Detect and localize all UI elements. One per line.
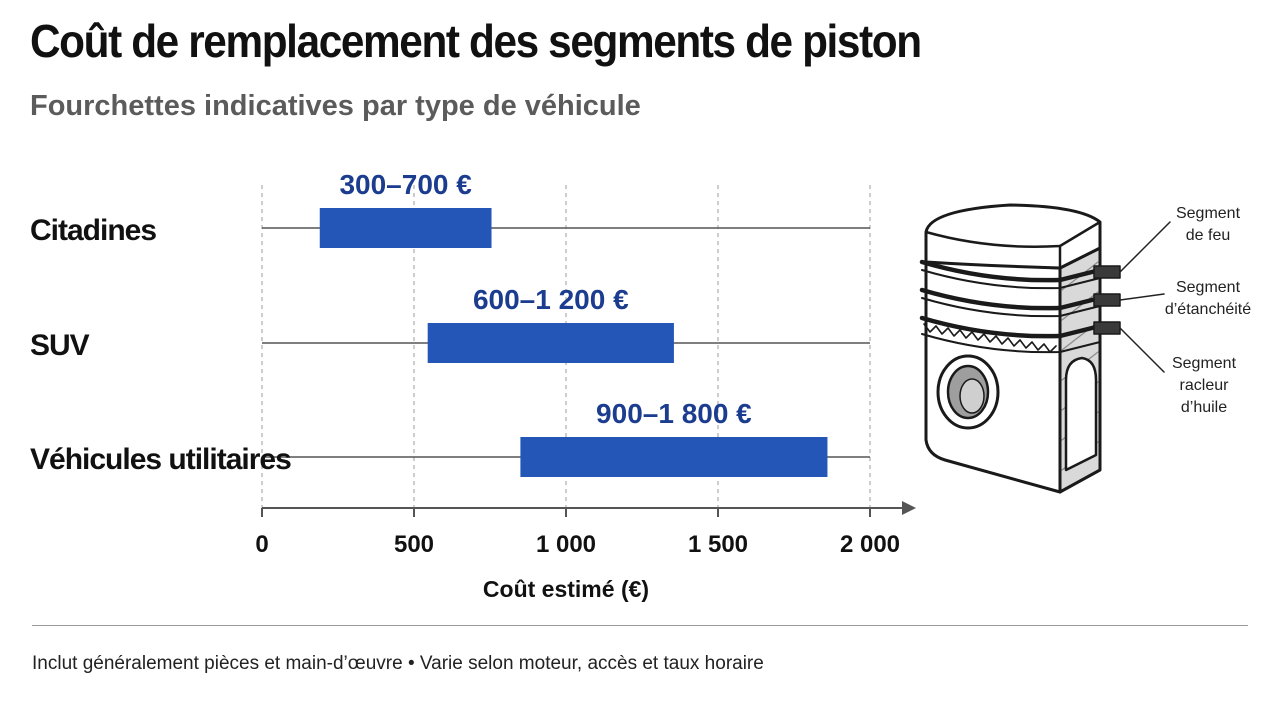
x-tick-label: 2 000 [840,531,900,558]
range-bar [520,437,828,477]
range-label: 300–700 € [339,169,472,200]
category-label: Véhicules utilitaires [30,443,291,476]
range-label: 600–1 200 € [473,284,629,315]
x-axis-title: Coût estimé (€) [483,576,649,602]
x-tick-label: 1 000 [536,531,596,558]
x-axis-arrow [902,501,916,515]
x-tick-label: 0 [255,531,268,558]
range-bar [319,208,492,248]
piston-labels: Segment de feu Segment d’étanchéité Segment r… [1165,205,1251,416]
x-tick-label: 500 [394,531,434,558]
range-label: 900–1 800 € [596,398,752,429]
chart-title: Coût de remplacement des segments de pis… [30,15,922,67]
footnote: Inclut généralement pièces et main-d’œuv… [32,653,764,674]
piston-icon [919,203,1171,494]
category-label: Citadines [30,214,156,247]
piston-label-etancheite: Segment d’étanchéité [1165,279,1251,318]
range-bar [427,323,674,363]
piston-label-feu: Segment de feu [1176,205,1241,244]
category-label: SUV [30,329,90,362]
chart-subtitle: Fourchettes indicatives par type de véhi… [30,90,641,122]
bars: 300–700 € 600–1 200 € 900–1 800 € [319,169,828,477]
piston-label-racleur: Segment racleur d’huile [1172,355,1237,416]
x-axis: 0 500 1 000 1 500 2 000 [255,501,916,558]
footer-divider [32,625,1248,626]
x-tick-label: 1 500 [688,531,748,558]
range-bar-chart: Citadines SUV Véhicules utilitaires 300–70… [30,169,1251,602]
